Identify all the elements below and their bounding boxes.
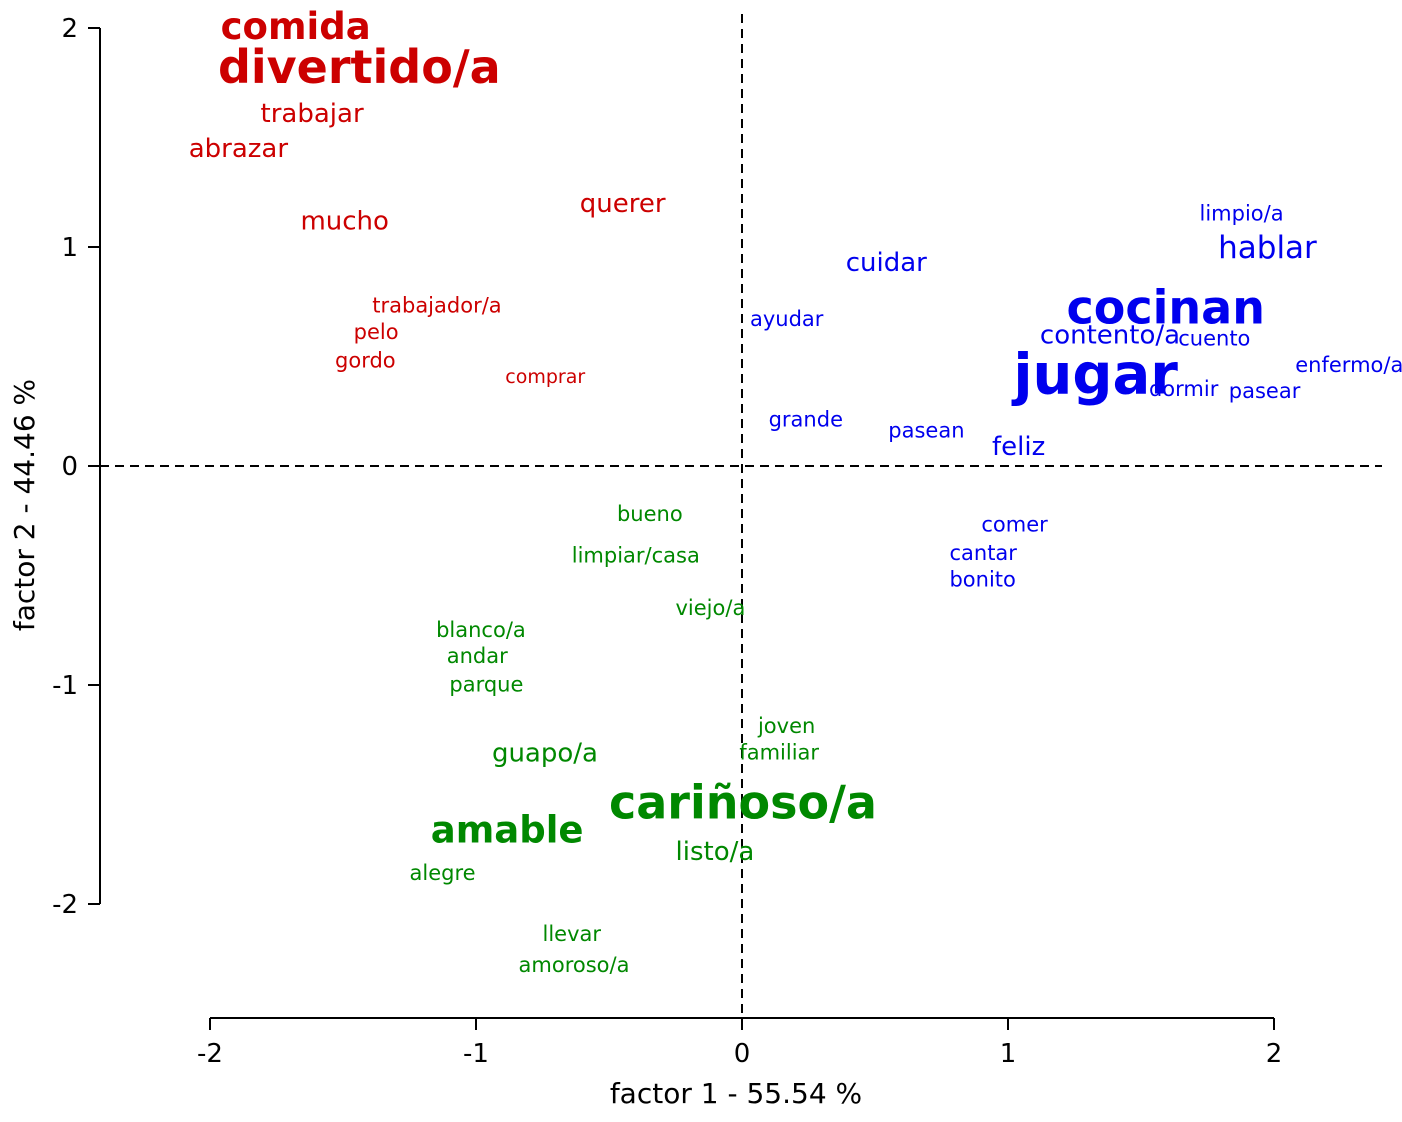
axes: -2 -1 0 1 2 -2 -1 0 1 2 bbox=[52, 14, 1282, 1069]
word-label: bueno bbox=[617, 502, 683, 526]
word-label: limpio/a bbox=[1200, 202, 1284, 226]
word-label: comida bbox=[221, 5, 371, 48]
word-label: trabajar bbox=[261, 99, 364, 129]
word-label: llevar bbox=[543, 922, 602, 946]
word-label: cocinan bbox=[1067, 281, 1265, 335]
x-tick-label: 1 bbox=[1000, 1039, 1017, 1069]
word-label: pelo bbox=[354, 320, 399, 344]
word-label: gordo bbox=[335, 348, 396, 372]
word-label: joven bbox=[757, 714, 815, 738]
x-tick-label: 2 bbox=[1266, 1039, 1283, 1069]
word-label: limpiar/casa bbox=[572, 543, 700, 567]
word-label: comprar bbox=[505, 366, 585, 388]
word-label: feliz bbox=[992, 432, 1045, 462]
word-label: jugar bbox=[1011, 343, 1178, 408]
x-tick-label: 0 bbox=[734, 1039, 751, 1069]
word-label: abrazar bbox=[189, 134, 289, 164]
word-label: listo/a bbox=[676, 837, 755, 867]
word-label: bonito bbox=[949, 567, 1015, 591]
word-label: querer bbox=[580, 189, 666, 219]
word-label: cuidar bbox=[846, 248, 927, 278]
word-label: contento/a bbox=[1040, 320, 1180, 350]
word-label: divertido/a bbox=[218, 40, 501, 94]
x-axis-title: factor 1 - 55.54 % bbox=[610, 1077, 862, 1110]
y-tick-label: 2 bbox=[61, 14, 78, 44]
word-label: cuento bbox=[1178, 327, 1250, 351]
zero-reference-lines bbox=[100, 14, 1382, 1018]
word-label: viejo/a bbox=[676, 596, 746, 620]
word-label: familiar bbox=[739, 740, 819, 764]
word-label: parque bbox=[449, 673, 523, 697]
word-label: ayudar bbox=[750, 307, 824, 331]
word-label: alegre bbox=[410, 861, 476, 885]
y-tick-label: 1 bbox=[61, 233, 78, 263]
y-tick-label: -2 bbox=[52, 890, 78, 920]
x-tick-label: -1 bbox=[463, 1039, 489, 1069]
word-label: andar bbox=[447, 644, 508, 668]
word-label: hablar bbox=[1218, 230, 1317, 266]
word-label: enfermo/a bbox=[1295, 353, 1402, 377]
word-label: pasear bbox=[1229, 379, 1301, 403]
y-axis-title: factor 2 - 44.46 % bbox=[8, 379, 41, 631]
word-label: cariñoso/a bbox=[609, 776, 877, 830]
word-label: pasean bbox=[888, 419, 964, 443]
word-label: dormir bbox=[1149, 377, 1219, 401]
x-tick-label: -2 bbox=[197, 1039, 223, 1069]
word-label: amoroso/a bbox=[519, 953, 630, 977]
word-label: amable bbox=[431, 809, 584, 852]
word-label: mucho bbox=[300, 206, 389, 236]
word-label: cantar bbox=[949, 541, 1017, 565]
y-tick-label: -1 bbox=[52, 671, 78, 701]
word-label: blanco/a bbox=[436, 618, 526, 642]
y-tick-label: 0 bbox=[61, 452, 78, 482]
word-label: grande bbox=[769, 408, 843, 432]
word-label: comer bbox=[981, 513, 1048, 537]
word-label: guapo/a bbox=[492, 739, 598, 769]
word-label: trabajador/a bbox=[372, 294, 501, 318]
